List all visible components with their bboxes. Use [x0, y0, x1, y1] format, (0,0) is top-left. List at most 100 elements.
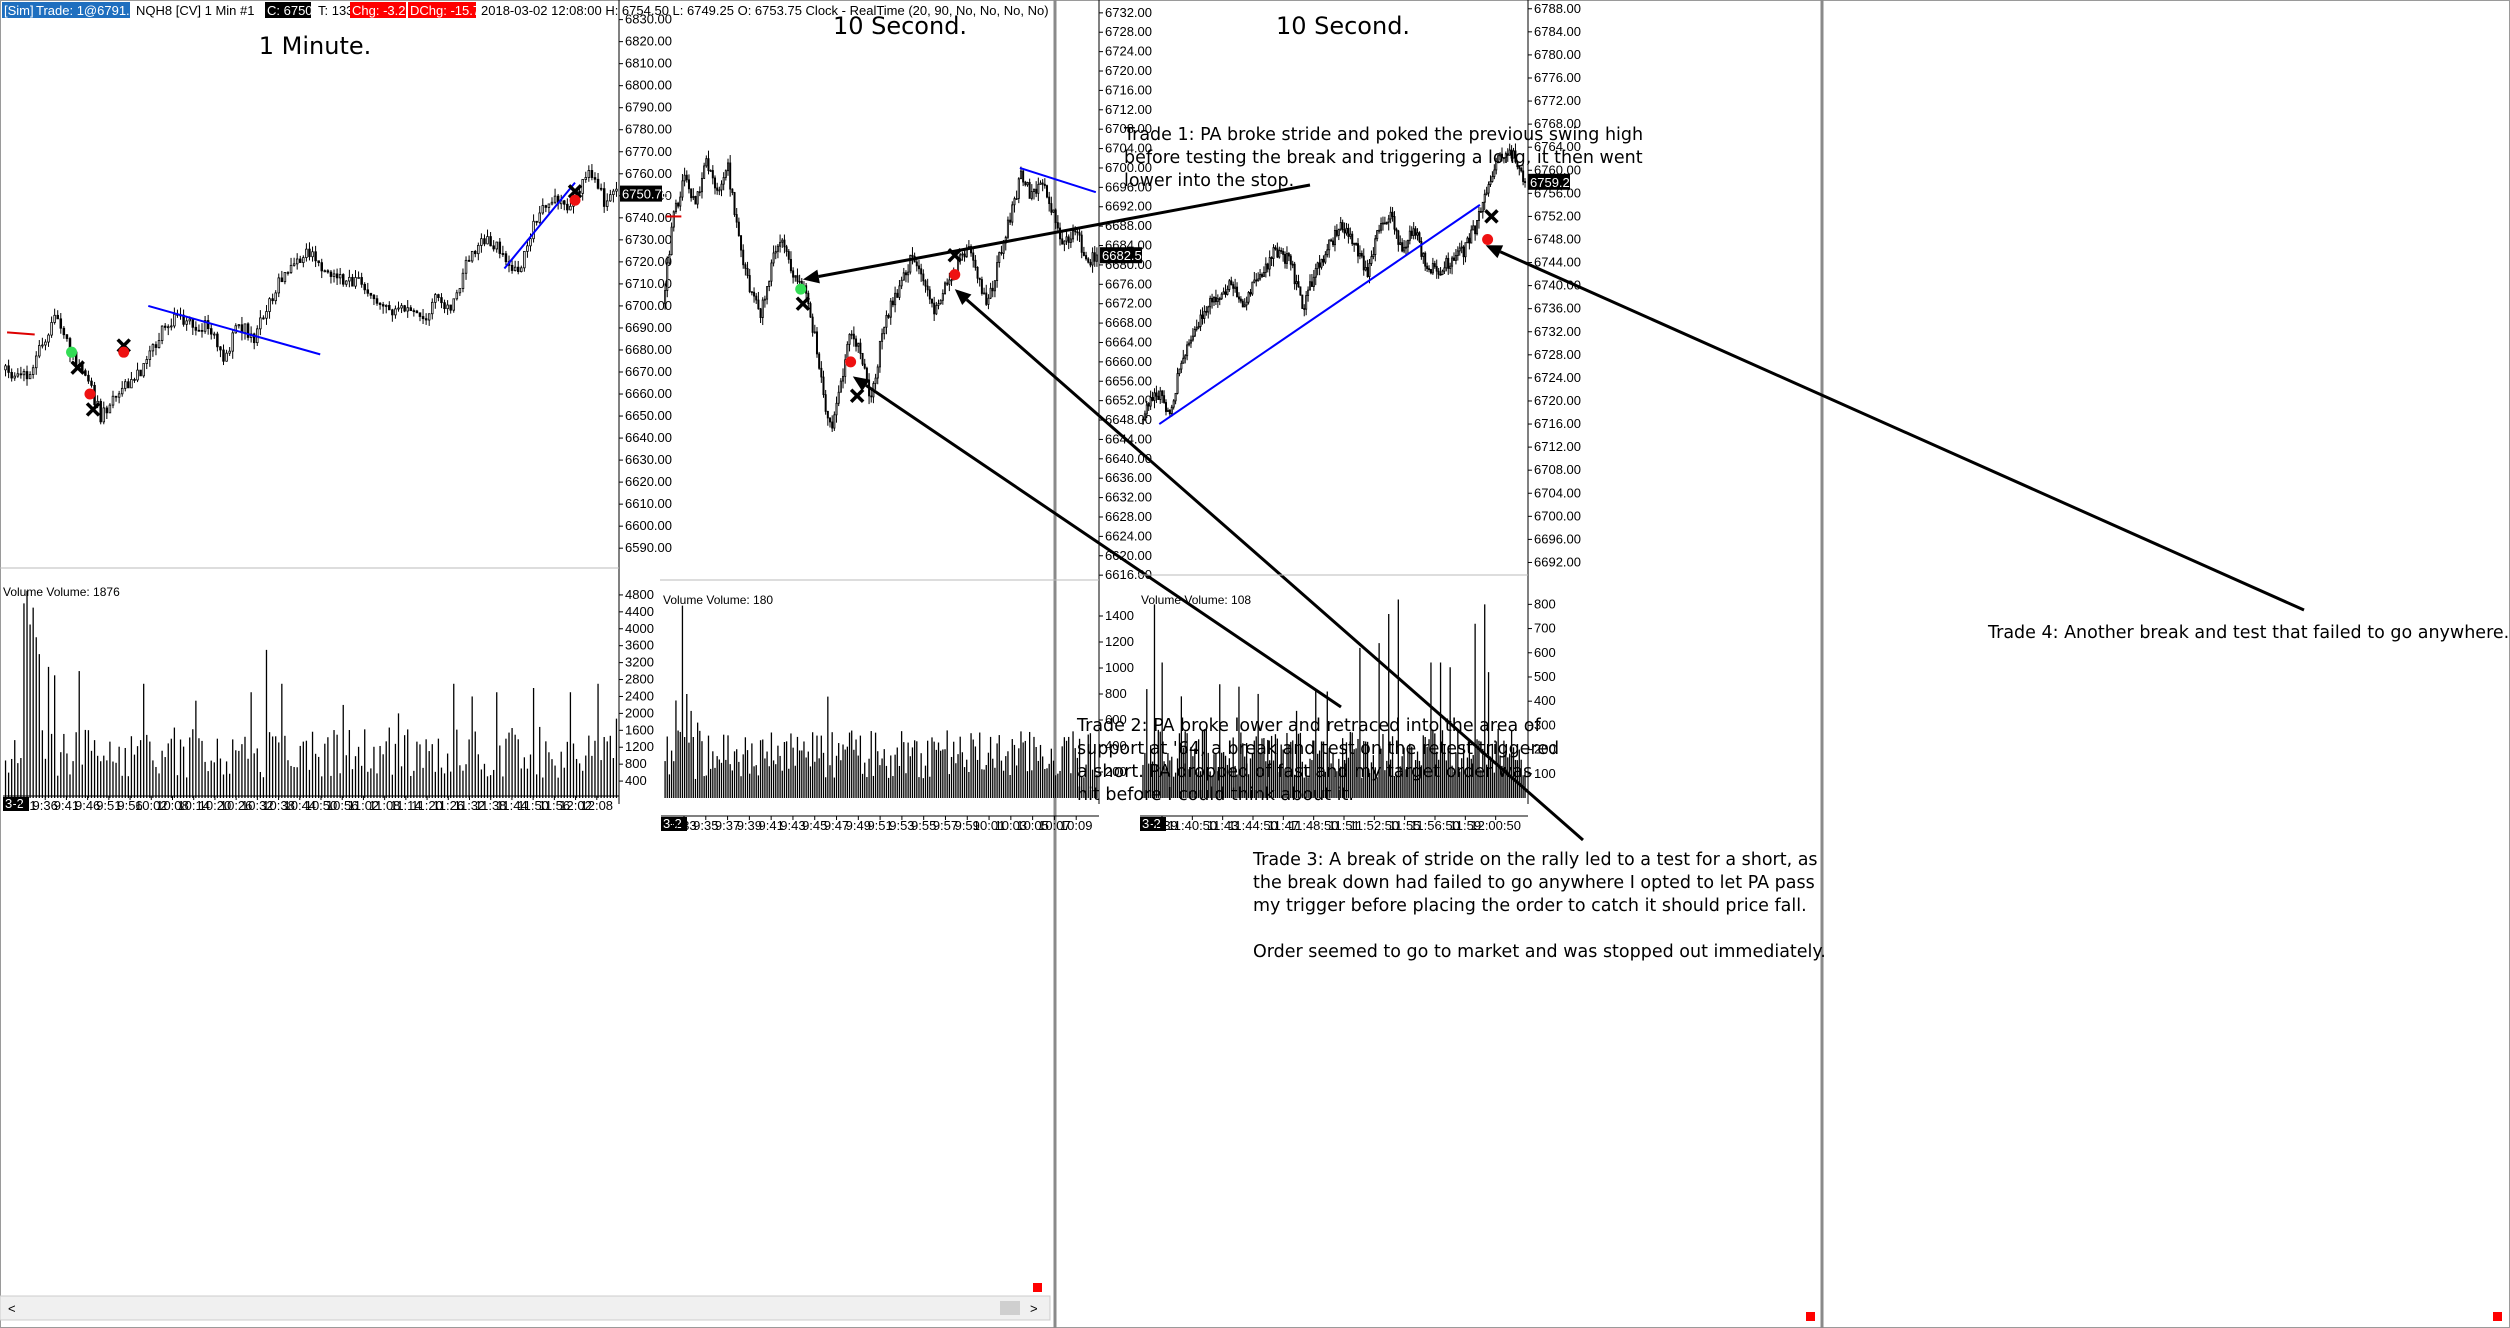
time-tick-label: 9:51 — [96, 798, 121, 813]
price-tick-label: 6700.00 — [1105, 160, 1152, 175]
candle-body — [1410, 230, 1413, 236]
scrollbar[interactable]: < > — [0, 1295, 1051, 1321]
candle-body — [581, 179, 584, 194]
candle-body — [569, 205, 572, 211]
scroll-thumb[interactable] — [1000, 1301, 1020, 1315]
candle-body — [120, 387, 124, 395]
candle-body — [1234, 286, 1237, 289]
volume-label: Volume Volume: 108 — [1141, 593, 1251, 607]
candle-body — [1397, 230, 1400, 245]
candle-body — [1216, 298, 1219, 303]
candle-body — [1251, 281, 1254, 295]
annotation-line: my trigger before placing the order to c… — [1253, 896, 1807, 916]
price-tick-label: 6690.00 — [625, 320, 672, 335]
candle-body — [470, 250, 474, 262]
time-tick-label: 9:31 — [11, 798, 36, 813]
candle-body — [277, 277, 281, 294]
candle-body — [157, 340, 161, 348]
price-tick-label: 6636.00 — [1105, 470, 1152, 485]
candle-body — [980, 279, 983, 294]
time-tick-label: 9:57 — [933, 818, 958, 833]
candle-body — [535, 220, 538, 223]
candle-body — [1289, 255, 1292, 265]
candle-body — [234, 325, 238, 334]
candle-body — [188, 318, 191, 322]
header-bar: [Sim] Trade: 1@6791.25 NQH8 [CV] 1 Min #… — [2, 2, 1049, 18]
candle-body — [737, 221, 740, 236]
price-tick-label: 6620.00 — [1105, 548, 1152, 563]
candle-body — [338, 274, 342, 279]
status-square — [1806, 1312, 1815, 1321]
candle-body — [690, 188, 693, 199]
price-ticks: 6732.00 6728.00 6724.00 6720.00 6716.00 6712.… — [1099, 5, 1152, 582]
candle-body — [1089, 261, 1092, 266]
candle-body — [1479, 211, 1482, 213]
candle-body — [363, 283, 366, 291]
candle-body — [1214, 297, 1217, 303]
time-tick-label: 11:55 — [1389, 818, 1421, 833]
candle-body — [1441, 270, 1444, 275]
candle-body — [1213, 297, 1216, 303]
candle-body — [203, 320, 207, 332]
candle-body — [1155, 392, 1158, 397]
candle-body — [381, 304, 385, 307]
candle-body — [544, 205, 548, 208]
exit-x-marker — [849, 388, 865, 404]
candle-body — [668, 254, 671, 264]
candle-body — [1451, 257, 1454, 267]
candle-body — [755, 295, 758, 301]
candle-body — [1501, 153, 1504, 159]
candle-body — [1241, 300, 1244, 308]
candle-body — [1189, 339, 1192, 344]
candle-body — [694, 195, 697, 205]
candle-body — [1307, 289, 1310, 296]
time-tick-label: 11:44 — [496, 798, 528, 813]
candle-body — [718, 189, 721, 192]
candle-body — [779, 241, 782, 247]
candle-body — [1335, 230, 1338, 236]
candle-body — [501, 253, 505, 255]
candle-body — [127, 381, 130, 389]
candle-body — [483, 238, 486, 245]
candle-body — [1489, 180, 1492, 185]
time-tick-label: 10:44 — [284, 798, 317, 813]
candle-body — [1506, 153, 1509, 156]
price-tick-label: 6752.00 — [1534, 208, 1581, 223]
trade-annotation: Trade 3: A break of stride on the rally … — [954, 289, 1826, 962]
candle-body — [480, 238, 483, 246]
candle-body — [672, 211, 675, 228]
candle-body — [1067, 236, 1070, 243]
candle-body — [553, 195, 557, 203]
annotation-line: Trade 3: A break of stride on the rally … — [1252, 850, 1818, 870]
candle-body — [722, 177, 725, 185]
candle-body — [1420, 241, 1423, 257]
price-ticks: 6830.00 6820.00 6810.00 6800.00 6790.00 6780.… — [619, 12, 672, 555]
annotation-line: support at '64, a break and test on the … — [1077, 739, 1559, 759]
time-tick-label: 11:52:50 — [1350, 818, 1400, 833]
candle-body — [922, 273, 925, 282]
candle-body — [1424, 252, 1427, 267]
price-tick-label: 6790.00 — [625, 100, 672, 115]
candle-body — [1395, 228, 1398, 232]
candle-body — [1504, 153, 1507, 159]
candle-body — [887, 314, 890, 318]
candle-body — [99, 400, 102, 423]
time-tick-label: 11:08 — [369, 798, 401, 813]
time-tick-label: 10:01 — [973, 818, 1006, 833]
candle-body — [1157, 395, 1160, 400]
time-tick-label: 9:55 — [911, 818, 936, 833]
header-close-bg — [265, 2, 311, 18]
candle-body — [65, 334, 69, 339]
panel-title: 1 Minute. — [259, 32, 372, 60]
candle-body — [711, 170, 714, 179]
time-tick-label: 11:32 — [454, 798, 486, 813]
candles — [1141, 143, 1527, 425]
price-tick-label: 6708.00 — [1534, 462, 1581, 477]
candle-body — [434, 294, 437, 303]
candle-body — [1085, 255, 1088, 260]
candle-body — [237, 324, 241, 327]
candle-body — [38, 345, 41, 357]
candle-body — [62, 327, 66, 336]
